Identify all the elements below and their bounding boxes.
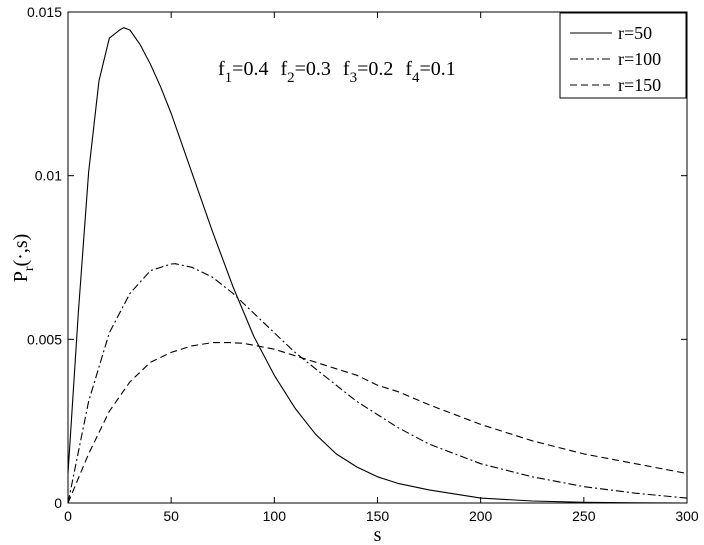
annotation-sub: 1 bbox=[225, 70, 233, 86]
annotation-value: =0.3 bbox=[295, 58, 331, 80]
y-axis-title-sub: r bbox=[22, 266, 37, 271]
series-layer bbox=[67, 27, 688, 504]
annotation-sub: 4 bbox=[412, 70, 420, 86]
legend-box bbox=[559, 12, 687, 99]
y-axis-title-args: (·,s) bbox=[10, 234, 32, 267]
annotation-base: f bbox=[405, 58, 412, 80]
y-tick-label: 0.015 bbox=[27, 4, 62, 20]
x-tick-label: 200 bbox=[469, 508, 493, 524]
y-tick-label: 0.01 bbox=[35, 168, 62, 184]
annotation-sub: 3 bbox=[350, 70, 358, 86]
x-tick-label: 300 bbox=[675, 508, 699, 524]
x-tick-label: 250 bbox=[572, 508, 596, 524]
y-tick-label: 0.005 bbox=[27, 331, 62, 347]
x-tick-label: 0 bbox=[64, 508, 72, 524]
legend-label-2: r=100 bbox=[618, 49, 661, 69]
y-axis-title: Pr(·,s) bbox=[10, 234, 37, 283]
x-tick-label: 150 bbox=[366, 508, 390, 524]
y-tick-label: 0 bbox=[54, 495, 62, 511]
annotation-base: f bbox=[343, 58, 350, 80]
x-axis-title: s bbox=[374, 524, 382, 545]
series-line-2 bbox=[67, 263, 688, 504]
legend-label-3: r=150 bbox=[618, 75, 661, 95]
y-axis-title-base: P bbox=[10, 271, 32, 282]
x-tick-label: 50 bbox=[163, 508, 179, 524]
x-tick-label: 100 bbox=[263, 508, 287, 524]
annotation-base: f bbox=[218, 58, 225, 80]
annotation-value: =0.2 bbox=[357, 58, 393, 80]
legend-label-1: r=50 bbox=[618, 23, 652, 43]
annotation-value: =0.4 bbox=[232, 58, 268, 80]
legend: r=50 r=100 r=150 bbox=[559, 12, 687, 99]
annotation-value: =0.1 bbox=[420, 58, 456, 80]
ticks-layer: 0 50 100 150 200 250 300 0 0.005 0.01 0.015 bbox=[27, 4, 699, 524]
annotation-sub: 2 bbox=[287, 70, 295, 86]
annotation-text: f1=0.4 f2=0.3 f3=0.2 f4=0.1 bbox=[218, 58, 456, 86]
annotation-base: f bbox=[280, 58, 287, 80]
series-line-1 bbox=[67, 27, 688, 504]
parameter-annotation: f1=0.4 f2=0.3 f3=0.2 f4=0.1 bbox=[218, 58, 456, 86]
series-line-3 bbox=[67, 342, 688, 504]
